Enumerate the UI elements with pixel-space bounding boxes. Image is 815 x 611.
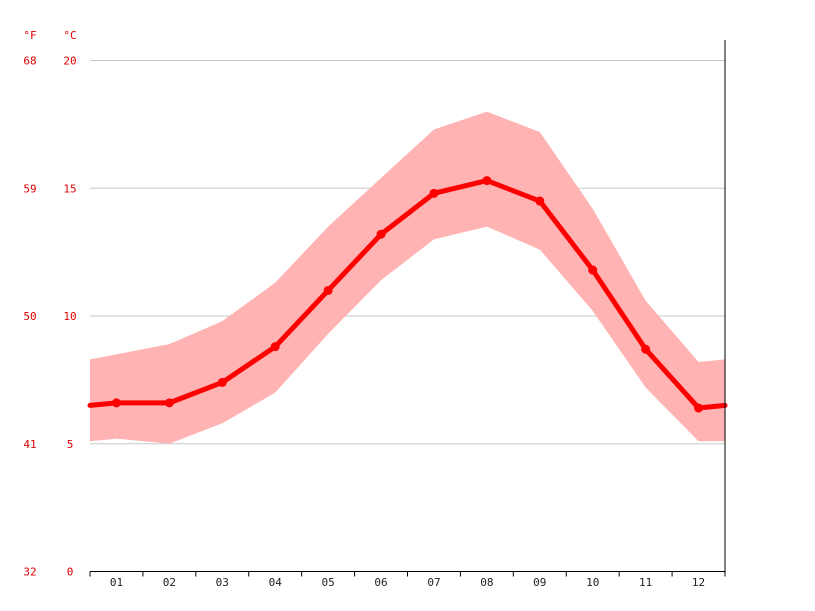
x-tick-label: 07	[427, 576, 440, 589]
data-point	[588, 265, 598, 275]
x-tick-label: 04	[269, 576, 283, 589]
data-point	[535, 196, 545, 206]
data-point	[376, 229, 386, 239]
x-tick-label: 08	[480, 576, 493, 589]
celsius-tick-label: 10	[63, 310, 76, 323]
average-temperature-series	[87, 176, 728, 413]
data-point	[482, 176, 492, 186]
data-point	[429, 188, 439, 198]
celsius-tick-label: 0	[67, 566, 74, 579]
fahrenheit-tick-label: 50	[23, 310, 36, 323]
celsius-tick-label: 5	[67, 438, 74, 451]
x-tick-label: 06	[374, 576, 387, 589]
series-line	[87, 178, 728, 411]
y-axis: 0 32 5 41 10 50 15 59 20 68	[23, 55, 76, 579]
x-tick-label: 09	[533, 576, 546, 589]
data-point	[641, 344, 651, 354]
data-point	[111, 398, 121, 408]
x-tick-label: 03	[216, 576, 229, 589]
x-tick-label: 02	[163, 576, 176, 589]
fahrenheit-tick-label: 59	[23, 182, 36, 195]
celsius-tick-label: 20	[63, 55, 76, 68]
fahrenheit-unit-label: °F	[23, 29, 36, 42]
data-point	[270, 342, 280, 352]
data-point	[694, 403, 704, 413]
fahrenheit-tick-label: 68	[23, 55, 36, 68]
data-point	[164, 398, 174, 408]
x-tick-label: 05	[322, 576, 335, 589]
fahrenheit-tick-label: 32	[23, 566, 36, 579]
x-tick-label: 12	[692, 576, 705, 589]
temperature-range-band	[90, 111, 725, 444]
data-point	[323, 285, 333, 295]
fahrenheit-tick-label: 41	[23, 438, 36, 451]
range-band-area	[90, 111, 725, 444]
celsius-unit-label: °C	[63, 29, 76, 42]
x-tick-label: 10	[586, 576, 599, 589]
x-tick-label: 01	[110, 576, 123, 589]
data-point	[217, 377, 227, 387]
celsius-tick-label: 15	[63, 182, 76, 195]
x-axis: 01 02 03 04 05 06 07 08 09 10 11 12	[89, 40, 726, 589]
x-tick-label: 11	[639, 576, 652, 589]
